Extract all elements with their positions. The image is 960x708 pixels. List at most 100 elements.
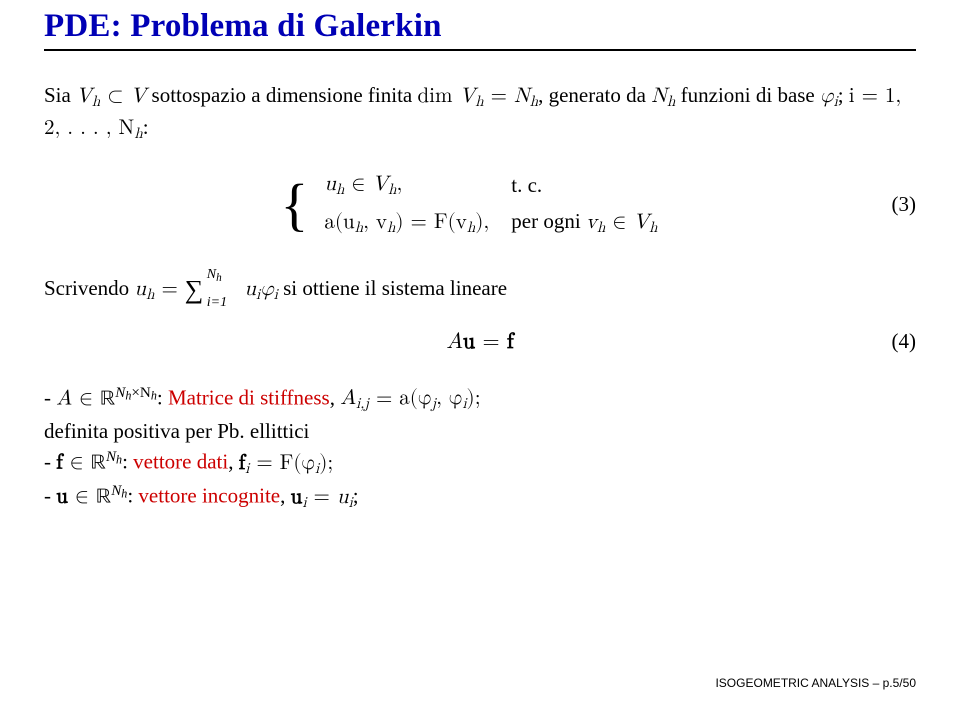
r2-note-Vh: Vh <box>633 212 657 233</box>
mid-sum: ∑Nhi=1 <box>185 272 204 307</box>
b4-ui-u: u <box>291 487 303 508</box>
intro-mid1: sottospazio a dimensione finita <box>146 83 417 107</box>
b1-exp-x: ×N <box>131 385 150 401</box>
sym-idx-sub: h <box>134 126 142 141</box>
r2-note-pre: per ogni <box>511 209 586 233</box>
sum-top-h: h <box>216 272 222 284</box>
footer-pagenum: ISOGEOMETRIC ANALYSIS – p.5/50 <box>715 676 916 690</box>
r1-V: V <box>372 174 388 195</box>
b3-R: ℝ <box>91 453 106 474</box>
sym-Nh-sub: h <box>530 94 538 109</box>
b1-pre: - <box>44 385 56 409</box>
sym-Vh-sub: h <box>92 94 100 109</box>
b3-red: vettore dati <box>133 450 228 474</box>
intro-subset: ⊂ <box>100 86 130 107</box>
bullet-list: - A ∈ ℝNh×Nh: Matrice di stiffness, Ai,j… <box>44 383 916 514</box>
r2-s3: h <box>467 220 475 235</box>
mid-eq: = <box>155 279 185 300</box>
b1-exp-N1: N <box>115 385 125 401</box>
bullet-4: - u ∈ ℝNh: vettore incognite, ui = ui; <box>44 481 916 513</box>
intro-semi: ; <box>838 83 849 107</box>
b4-exp: Nh <box>111 483 127 499</box>
b1-red: Matrice di stiffness <box>168 385 330 409</box>
b1-a: a(φj, φi); <box>399 388 480 409</box>
eq4-A: A <box>446 331 463 353</box>
bullet-3: - f ∈ ℝNh: vettore dati, fi = F(φi); <box>44 447 916 479</box>
b4-exp-N: N <box>111 483 121 499</box>
eq4-expr: Au = f <box>446 329 513 355</box>
b3-colon: : <box>122 450 133 474</box>
b4-u: u <box>56 487 68 508</box>
sum-top-N: N <box>207 267 216 282</box>
sym-V: V <box>76 86 92 107</box>
b4-rhs: ui <box>337 487 353 508</box>
b4-in: ∈ <box>68 487 96 508</box>
b3-eq: = <box>249 453 279 474</box>
b4-eq: = <box>307 487 337 508</box>
intro-pre: Sia <box>44 83 76 107</box>
intro-Nh: Nh <box>514 86 538 107</box>
sym-Vh-sub2: h <box>475 94 483 109</box>
mid-u2: u <box>237 279 256 300</box>
mid-u: u <box>134 279 146 300</box>
r1-V-sub: h <box>388 182 396 197</box>
sum-top: Nh <box>207 266 222 286</box>
r2-note-in: ∈ <box>605 212 633 233</box>
eq3-row1-lhs: uh ∈ Vh, <box>324 168 509 203</box>
sigma-icon: ∑ <box>185 272 204 307</box>
eq3-row1-note: t. c. <box>511 168 677 203</box>
b1-exp: Nh×Nh <box>115 385 157 401</box>
r2-s1: h <box>355 220 363 235</box>
intro-Vh: Vh <box>76 86 100 107</box>
r1-comma: , <box>397 174 403 195</box>
b4-end: ; <box>353 484 359 508</box>
intro-V: V <box>131 86 147 107</box>
eq3-wrap: { uh ∈ Vh, t. c. a(uh, vh) = F(vh), per … <box>280 166 679 243</box>
sym-N: N <box>514 86 530 107</box>
b4-pre: - <box>44 484 56 508</box>
sym-phi: φ <box>820 86 833 107</box>
eq3-row2-lhs: a(uh, vh) = F(vh), <box>324 205 509 241</box>
b3-post: , <box>228 450 239 474</box>
b3-exp: Nh <box>106 449 122 465</box>
equation-3: { uh ∈ Vh, t. c. a(uh, vh) = F(vh), per … <box>44 166 916 243</box>
r2-m: , v <box>363 212 387 233</box>
intro-dim: dim <box>418 86 460 107</box>
title-rule <box>44 49 916 51</box>
sum-bot: i=1 <box>207 294 227 313</box>
mid-post: si ottiene il sistema lineare <box>278 276 507 300</box>
b3-in: ∈ <box>63 453 91 474</box>
intro-comma: , generato da <box>538 83 651 107</box>
r2-note-Vsub: h <box>649 221 657 236</box>
b1-Aij: Ai,j <box>340 388 369 409</box>
intro-phi: φi <box>820 86 838 107</box>
mid-u-sub: h <box>146 287 154 302</box>
r2-note-v: v <box>586 212 597 233</box>
mid-term: uiφi <box>237 279 278 300</box>
equation-4: Au = f (4) <box>44 329 916 355</box>
b1-R: ℝ <box>100 388 115 409</box>
b4-colon: : <box>127 484 138 508</box>
intro-paragraph: Sia Vh ⊂ V sottospazio a dimensione fini… <box>44 81 916 144</box>
b1-a-m: , φ <box>436 388 462 409</box>
page: PDE: Problema di Galerkin Sia Vh ⊂ V sot… <box>0 0 960 708</box>
bullet-1: - A ∈ ℝNh×Nh: Matrice di stiffness, Ai,j… <box>44 383 916 415</box>
intro-mid2: funzioni di base <box>675 83 820 107</box>
mid-uh: uh <box>134 279 154 300</box>
b1-colon: : <box>157 385 168 409</box>
b3-F1: F(φ <box>280 453 315 474</box>
b3-F-end: ); <box>319 453 333 474</box>
r1-in: ∈ <box>344 174 372 195</box>
b1-Aij-A: A <box>340 388 356 409</box>
b1-a1: a(φ <box>399 388 431 409</box>
b4-red: vettore incognite <box>138 484 280 508</box>
sym-V2: V <box>459 86 475 107</box>
bullet-2: definita positiva per Pb. ellittici <box>44 417 916 445</box>
eq3-cases: uh ∈ Vh, t. c. a(uh, vh) = F(vh), per og… <box>322 166 679 243</box>
intro-eq1: = <box>484 86 514 107</box>
eq4-f: f <box>507 331 514 353</box>
b3-pre: - <box>44 450 56 474</box>
b4-R: ℝ <box>96 487 111 508</box>
r2-note-vh: vh <box>586 212 606 233</box>
page-title: PDE: Problema di Galerkin <box>44 8 916 45</box>
